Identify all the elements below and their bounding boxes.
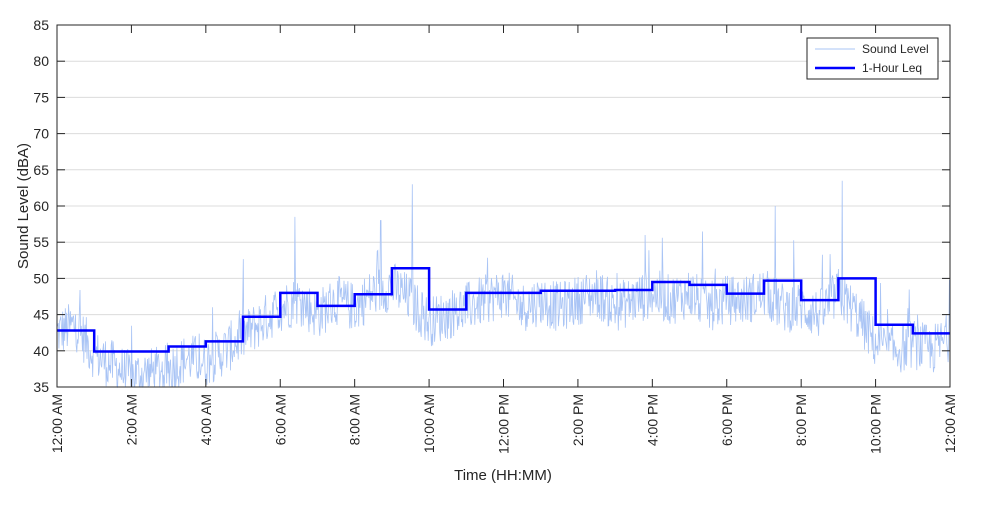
y-axis-label: Sound Level (dBA)	[15, 143, 32, 269]
legend-label-leq: 1-Hour Leq	[862, 61, 922, 75]
legend: Sound Level 1-Hour Leq	[806, 37, 939, 80]
x-tick-label: 8:00 PM	[793, 394, 809, 446]
y-tick-label: 50	[33, 270, 49, 286]
leq-step-line	[57, 267, 950, 353]
leq-series	[57, 267, 950, 353]
x-tick-label: 4:00 AM	[198, 394, 214, 445]
legend-box	[806, 37, 939, 80]
y-tick-label: 85	[33, 17, 49, 33]
y-tick-label: 60	[33, 198, 49, 214]
x-tick-label: 2:00 AM	[123, 394, 139, 445]
x-tick-label: 12:00 AM	[49, 394, 65, 453]
x-tick-label: 6:00 PM	[719, 394, 735, 446]
axis-ticks: 35 40 45 50 55 60 65 70 75 80 85 12:00 AM 2:00 AM 4:0…	[33, 17, 958, 454]
x-tick-label: 2:00 PM	[570, 394, 586, 446]
x-tick-label: 8:00 AM	[347, 394, 363, 445]
y-tick-label: 40	[33, 343, 49, 359]
y-tick-label: 35	[33, 379, 49, 395]
x-tick-label: 4:00 PM	[644, 394, 660, 446]
x-axis-label: Time (HH:MM)	[454, 467, 552, 484]
grid-lines	[57, 60, 950, 352]
x-tick-label: 12:00 PM	[496, 394, 512, 454]
x-tick-label: 6:00 AM	[272, 394, 288, 445]
x-tick-label: 10:00 AM	[421, 394, 437, 453]
y-tick-label: 75	[33, 89, 49, 105]
y-tick-label: 80	[33, 53, 49, 69]
y-tick-label: 70	[33, 126, 49, 142]
legend-label-sound-level: Sound Level	[862, 42, 929, 56]
x-tick-label: 10:00 PM	[868, 394, 884, 454]
y-tick-label: 55	[33, 234, 49, 250]
y-tick-label: 45	[33, 307, 49, 323]
x-tick-label: 12:00 AM	[942, 394, 958, 453]
y-tick-label: 65	[33, 162, 49, 178]
